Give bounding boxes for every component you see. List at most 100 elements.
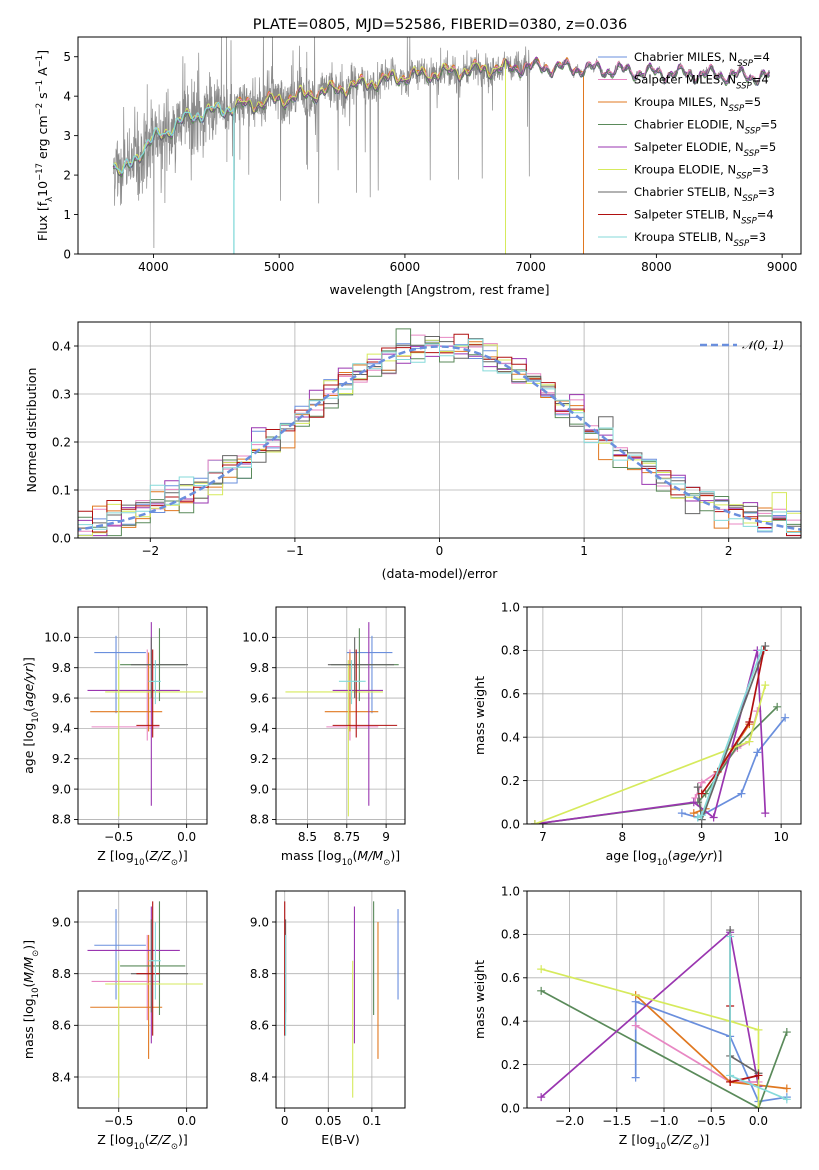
plot-area-spectrum bbox=[112, 37, 771, 254]
plot-area-mass_vs_ebv bbox=[284, 901, 399, 1098]
weight-series-8 bbox=[726, 932, 791, 1104]
panel-weight_vs_Z: −2.0 −1.5 −1.0 −0.5 0.0 0.0 0.2 0.4 0.6 0.8 1.0 Z [… bbox=[472, 884, 802, 1152]
x-tick-label: 8 bbox=[618, 830, 626, 844]
legend-label-0: Chabrier MILES, NSSP=4 bbox=[634, 50, 770, 69]
y-tick-label: 0.0 bbox=[52, 531, 71, 545]
y-tick-label: 9.0 bbox=[250, 782, 269, 796]
residuals-y-axis-label: Normed distribution bbox=[24, 368, 39, 493]
y-tick-label: 9.6 bbox=[250, 691, 269, 705]
weight-marker bbox=[754, 1104, 763, 1108]
grid-age_vs_Z bbox=[78, 607, 207, 824]
y-tick-label: 8.4 bbox=[52, 1070, 71, 1084]
y-tick-label: 5 bbox=[63, 50, 71, 64]
weight-marker bbox=[697, 789, 706, 798]
panel-age_vs_Z: −0.5 0.0 8.8 9.0 9.2 9.4 9.6 9.8 10.0 Z [log10(Z/… bbox=[21, 606, 208, 868]
frame-spectrum bbox=[77, 36, 802, 255]
x-tick-label: 0.0 bbox=[177, 1114, 196, 1128]
y-tick-label: 8.6 bbox=[250, 1019, 269, 1033]
x-tick-label: 8.5 bbox=[298, 830, 317, 844]
errorbar-point-0 bbox=[94, 909, 146, 1000]
y-tick-label: 8.6 bbox=[52, 1019, 71, 1033]
frame-mass_vs_Z bbox=[77, 890, 208, 1109]
panel-mass_vs_ebv: 0 0.05 0.1 8.4 8.6 8.8 9.0 E(B-V) bbox=[250, 890, 406, 1147]
errorbar-point-5 bbox=[105, 960, 203, 1098]
grid-mass_vs_Z bbox=[78, 891, 207, 1108]
plot-area-weight_vs_Z bbox=[537, 926, 791, 1108]
errorbar-point-4 bbox=[87, 622, 180, 806]
y-tick-label: 8.4 bbox=[250, 1070, 269, 1084]
y-tick-label: 1.0 bbox=[501, 600, 520, 614]
legend-label-5: Kroupa ELODIE, NSSP=3 bbox=[634, 163, 769, 182]
weight-series-0 bbox=[677, 713, 790, 822]
weight-marker bbox=[697, 778, 706, 787]
y-tick-label: 0.3 bbox=[52, 387, 71, 401]
errorbar-point-8 bbox=[148, 922, 161, 1000]
weight-marker bbox=[773, 702, 782, 711]
y-tick-label: 8.8 bbox=[52, 813, 71, 827]
x-tick-label: −2.0 bbox=[555, 1114, 584, 1128]
errorbar-point-1 bbox=[326, 649, 379, 741]
weight-marker bbox=[537, 1093, 546, 1102]
x-tick-label: 1 bbox=[580, 544, 588, 558]
grid-age_vs_mass bbox=[276, 607, 405, 824]
plot-area-residuals bbox=[78, 328, 801, 537]
y-tick-label: 0.8 bbox=[501, 928, 520, 942]
x-tick-label: 2 bbox=[725, 544, 733, 558]
grid-mass_vs_ebv bbox=[276, 891, 405, 1108]
panel-weight_vs_age: 7 8 9 10 0.0 0.2 0.4 0.6 0.8 1.0 age [log10(age/yr… bbox=[472, 600, 802, 868]
spectrum-y-axis-label: Flux [fλ10−17 erg cm−2 s−1 A−1] bbox=[35, 50, 55, 241]
x-tick-label: −0.5 bbox=[104, 830, 133, 844]
y-tick-label: 2 bbox=[63, 168, 71, 182]
weight-series-5 bbox=[530, 681, 770, 824]
y-tick-label: 9.4 bbox=[52, 722, 71, 736]
y-tick-label: 1.0 bbox=[501, 884, 520, 898]
errorbar-point-0 bbox=[346, 635, 393, 714]
x-tick-label: 9 bbox=[382, 830, 390, 844]
y-tick-label: 3 bbox=[63, 129, 71, 143]
panel-residuals: −2 −1 0 1 2 0.0 0.1 0.2 0.3 0.4 𝒩(0, 1) Normed dist… bbox=[24, 321, 802, 581]
weight-marker bbox=[754, 1025, 763, 1034]
y-tick-label: 9.2 bbox=[52, 752, 71, 766]
y-tick-label: 0 bbox=[63, 247, 71, 261]
x-tick-label: 0.1 bbox=[362, 1114, 381, 1128]
panel-spectrum: 4000 5000 6000 7000 8000 9000 0 1 2 3 4 5 Flux [fλ10… bbox=[35, 36, 802, 297]
x-tick-label: 8000 bbox=[641, 260, 672, 274]
weight-marker bbox=[537, 965, 546, 974]
x-tick-label: 0 bbox=[436, 544, 444, 558]
errorbar-point-6 bbox=[130, 637, 188, 699]
weight-marker bbox=[745, 718, 754, 727]
weight-marker bbox=[761, 681, 770, 690]
y-tick-label: 9.4 bbox=[250, 722, 269, 736]
weight-marker bbox=[631, 1021, 640, 1030]
y-tick-label: 9.2 bbox=[250, 752, 269, 766]
weight-line bbox=[701, 650, 765, 795]
frame-age_vs_mass bbox=[275, 606, 406, 825]
y-tick-label: 0.8 bbox=[501, 644, 520, 658]
y-tick-label: 0.2 bbox=[52, 435, 71, 449]
y-tick-label: 0.2 bbox=[501, 1058, 520, 1072]
x-tick-label: −1 bbox=[286, 544, 304, 558]
errorbar-point-0 bbox=[94, 635, 146, 714]
weight-marker bbox=[726, 932, 735, 941]
y-tick-label: 8.8 bbox=[250, 967, 269, 981]
weight-line bbox=[540, 930, 760, 1098]
weight-marker bbox=[753, 748, 762, 757]
x-tick-label: 5000 bbox=[264, 260, 295, 274]
legend-label-1: Salpeter MILES, NSSP=4 bbox=[634, 73, 769, 92]
legend-label-8: Kroupa STELIB, NSSP=3 bbox=[634, 230, 766, 249]
spectrum-x-axis-label: wavelength [Angstrom, rest frame] bbox=[329, 282, 549, 297]
weight_vs_Z-y-axis-label: mass weight bbox=[472, 960, 487, 1039]
y-tick-label: 4 bbox=[63, 89, 71, 103]
x-tick-label: 7 bbox=[539, 830, 547, 844]
weight-series-6 bbox=[726, 926, 763, 1078]
y-tick-label: 0.0 bbox=[501, 817, 520, 831]
weight-marker bbox=[693, 783, 702, 792]
x-tick-label: 9000 bbox=[767, 260, 798, 274]
y-tick-label: 0.6 bbox=[501, 971, 520, 985]
errorbar-point-4 bbox=[87, 906, 180, 1044]
weight-line bbox=[534, 706, 778, 824]
errorbar-point-7 bbox=[136, 649, 160, 738]
x-tick-label: 7000 bbox=[515, 260, 546, 274]
weight-marker bbox=[761, 809, 770, 818]
x-tick-label: 6000 bbox=[390, 260, 421, 274]
